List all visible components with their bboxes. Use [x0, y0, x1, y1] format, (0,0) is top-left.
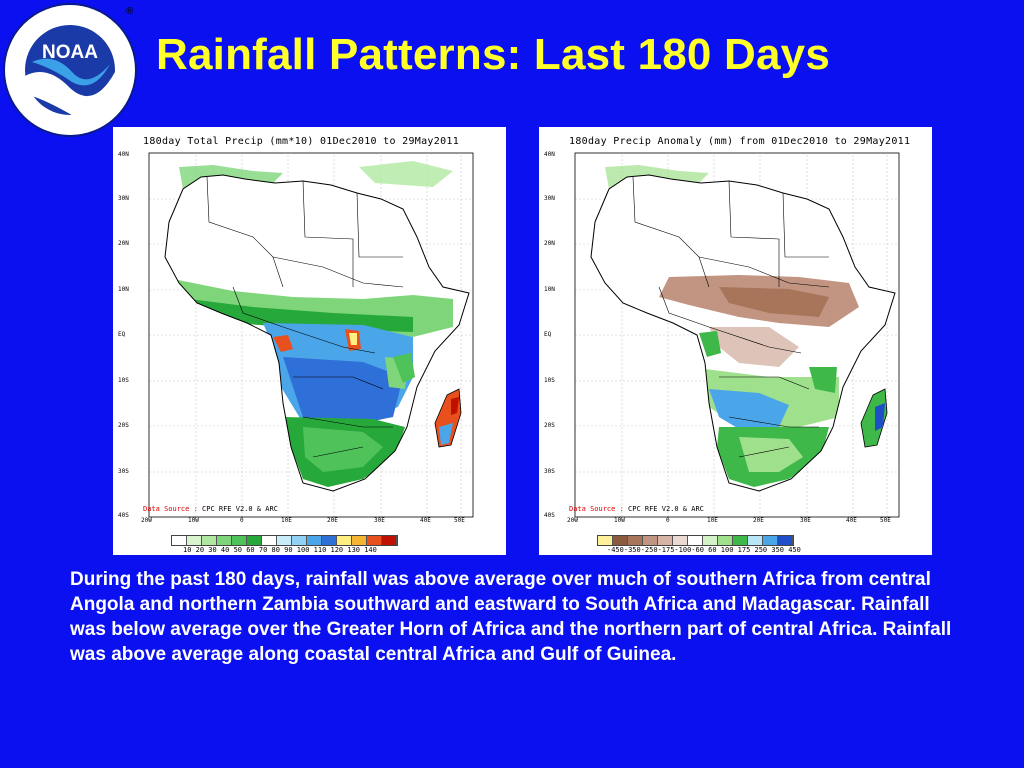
- lat-label: 10N: [544, 286, 555, 293]
- total-precip-map: 180day Total Precip (mm*10) 01Dec2010 to…: [113, 127, 506, 555]
- colorbar-swatch: [673, 536, 688, 545]
- colorbar-swatch: [217, 536, 232, 545]
- data-source-label: Data Source :: [143, 505, 198, 513]
- colorbar-swatch: [247, 536, 262, 545]
- colorbar-swatch: [658, 536, 673, 545]
- noaa-logo-text: NOAA: [42, 42, 98, 63]
- lon-label: 20E: [327, 517, 338, 524]
- lat-label: 40S: [118, 512, 129, 519]
- lat-label: 10S: [544, 377, 555, 384]
- lat-label: 30N: [544, 195, 555, 202]
- data-source-value: CPC RFE V2.0 & ARC: [628, 505, 704, 513]
- colorbar-swatch: [613, 536, 628, 545]
- colorbar-swatch: [763, 536, 778, 545]
- lon-label: 10E: [281, 517, 292, 524]
- total-precip-colorbar: [171, 535, 398, 546]
- lon-label: 50E: [454, 517, 465, 524]
- colorbar-swatch: [382, 536, 397, 545]
- lat-label: 30N: [118, 195, 129, 202]
- lon-label: 30E: [800, 517, 811, 524]
- colorbar-swatch: [322, 536, 337, 545]
- colorbar-swatch: [232, 536, 247, 545]
- registered-mark: ®: [126, 6, 134, 17]
- colorbar-swatch: [277, 536, 292, 545]
- lat-label: 40N: [544, 151, 555, 158]
- lon-label: 10W: [614, 517, 625, 524]
- lat-label: EQ: [544, 331, 552, 338]
- lat-label: 10S: [118, 377, 129, 384]
- data-source-value: CPC RFE V2.0 & ARC: [202, 505, 278, 513]
- lon-label: 50E: [880, 517, 891, 524]
- total-precip-map-title: 180day Total Precip (mm*10) 01Dec2010 to…: [143, 136, 460, 147]
- precip-anomaly-map-canvas: [574, 152, 900, 518]
- anomaly-colorbar-labels: -450-350-250-175-100-60 60 100 175 250 3…: [607, 546, 801, 554]
- lon-label: 40E: [420, 517, 431, 524]
- colorbar-swatch: [703, 536, 718, 545]
- lon-label: 0: [666, 517, 670, 524]
- lat-label: 30S: [118, 468, 129, 475]
- slide-title: Rainfall Patterns: Last 180 Days: [156, 30, 831, 79]
- precip-anomaly-map: 180day Precip Anomaly (mm) from 01Dec201…: [539, 127, 932, 555]
- total-precip-colorbar-labels: 10 20 30 40 50 60 70 80 90 100 110 120 1…: [183, 546, 377, 554]
- lat-label: 40N: [118, 151, 129, 158]
- colorbar-swatch: [643, 536, 658, 545]
- colorbar-swatch: [262, 536, 277, 545]
- lon-label: 20E: [753, 517, 764, 524]
- data-source-label: Data Source :: [569, 505, 624, 513]
- lon-label: 30E: [374, 517, 385, 524]
- colorbar-swatch: [367, 536, 382, 545]
- colorbar-swatch: [598, 536, 613, 545]
- anomaly-map-title: 180day Precip Anomaly (mm) from 01Dec201…: [569, 136, 911, 147]
- lat-label: 20N: [118, 240, 129, 247]
- slide-description: During the past 180 days, rainfall was a…: [70, 569, 952, 665]
- colorbar-swatch: [352, 536, 367, 545]
- colorbar-swatch: [733, 536, 748, 545]
- colorbar-swatch: [688, 536, 703, 545]
- colorbar-swatch: [628, 536, 643, 545]
- data-source: Data Source : CPC RFE V2.0 & ARC: [143, 505, 278, 513]
- lon-label: 20W: [141, 517, 152, 524]
- lon-label: 10W: [188, 517, 199, 524]
- lon-label: 40E: [846, 517, 857, 524]
- colorbar-swatch: [748, 536, 763, 545]
- colorbar-swatch: [307, 536, 322, 545]
- lon-label: 10E: [707, 517, 718, 524]
- colorbar-swatch: [778, 536, 793, 545]
- lat-label: 40S: [544, 512, 555, 519]
- total-precip-map-canvas: [148, 152, 474, 518]
- anomaly-colorbar: [597, 535, 794, 546]
- lat-label: 10N: [118, 286, 129, 293]
- lon-label: 0: [240, 517, 244, 524]
- colorbar-swatch: [337, 536, 352, 545]
- lat-label: EQ: [118, 331, 126, 338]
- colorbar-swatch: [718, 536, 733, 545]
- colorbar-swatch: [187, 536, 202, 545]
- lat-label: 20S: [118, 422, 129, 429]
- lat-label: 20N: [544, 240, 555, 247]
- lat-label: 20S: [544, 422, 555, 429]
- lat-label: 30S: [544, 468, 555, 475]
- noaa-logo: NOAA ®: [3, 3, 137, 137]
- colorbar-swatch: [292, 536, 307, 545]
- lon-label: 20W: [567, 517, 578, 524]
- colorbar-swatch: [202, 536, 217, 545]
- data-source: Data Source : CPC RFE V2.0 & ARC: [569, 505, 704, 513]
- colorbar-swatch: [172, 536, 187, 545]
